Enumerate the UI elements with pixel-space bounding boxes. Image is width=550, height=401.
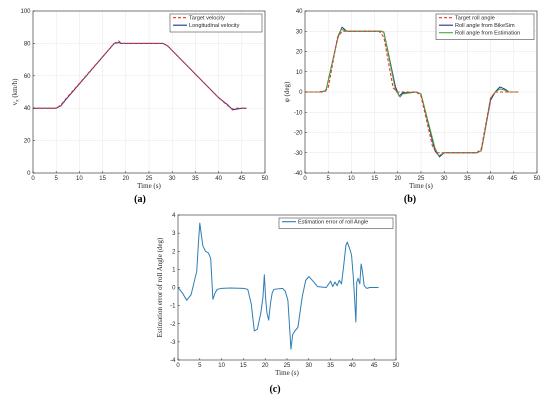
x-tick-label: 25 — [146, 176, 153, 182]
x-axis-label: Time (s) — [409, 182, 433, 190]
x-tick-label: 45 — [510, 176, 517, 182]
figure-caption: (a) — [134, 194, 146, 205]
figure-caption: (c) — [269, 384, 280, 395]
y-axis-label: Estimation error of roll Angle (deg) — [156, 237, 164, 337]
legend-label: Estimation error of roll Angle — [298, 220, 368, 226]
x-tick-label: 10 — [348, 176, 355, 182]
x-tick-label: 15 — [371, 176, 378, 182]
y-axis-label: φ (deg) — [283, 81, 291, 102]
x-tick-label: 30 — [169, 176, 176, 182]
x-tick-label: 30 — [441, 176, 448, 182]
plot-area — [178, 215, 396, 360]
x-tick-label: 25 — [418, 176, 425, 182]
legend-box — [278, 217, 394, 229]
y-tick-label: 0 — [172, 286, 176, 292]
chart-0: 0 5 10 15 20 25 30 35 40 45 50 0 20 40 60 80 100 Time (s)… — [11, 9, 269, 205]
x-tick-label: 0 — [176, 363, 180, 369]
x-tick-label: 40 — [349, 363, 356, 369]
y-tick-label: 40 — [296, 9, 303, 15]
x-tick-label: 10 — [76, 176, 83, 182]
y-tick-label: -1 — [170, 304, 176, 310]
y-tick-label: -30 — [294, 151, 303, 157]
y-tick-label: 2 — [172, 249, 176, 255]
x-tick-label: 0 — [31, 176, 35, 182]
legend-box — [435, 13, 535, 40]
y-tick-label: 100 — [20, 9, 31, 15]
y-tick-label: 0 — [299, 90, 303, 96]
x-tick-label: 40 — [215, 176, 222, 182]
x-axis-label: Time (s) — [275, 369, 299, 377]
x-tick-label: 30 — [305, 363, 312, 369]
series-line-0 — [33, 40, 247, 110]
y-tick-label: 1 — [172, 267, 176, 273]
y-tick-label: -10 — [294, 110, 303, 116]
x-tick-label: 5 — [55, 176, 59, 182]
x-tick-label: 25 — [284, 363, 291, 369]
legend-label: Target roll angle — [455, 16, 495, 22]
x-tick-label: 40 — [487, 176, 494, 182]
y-tick-label: 20 — [296, 50, 303, 56]
x-tick-label: 15 — [99, 176, 106, 182]
legend-box — [169, 13, 263, 33]
chart-1: 0 5 10 15 20 25 30 35 40 45 50 -40 -30 -20 -10 0 10 20 30 4… — [283, 9, 541, 205]
x-tick-label: 50 — [262, 176, 269, 182]
x-tick-label: 35 — [464, 176, 471, 182]
y-tick-label: 80 — [24, 41, 31, 47]
legend: Estimation error of roll Angle — [278, 217, 394, 229]
series-line-0 — [305, 30, 519, 154]
y-tick-label: 40 — [24, 106, 31, 112]
x-tick-label: 50 — [393, 363, 400, 369]
y-tick-label: 60 — [24, 74, 31, 80]
x-tick-label: 50 — [534, 176, 541, 182]
x-tick-label: 5 — [198, 363, 202, 369]
y-tick-label: 3 — [172, 231, 176, 237]
chart-2: 0 5 10 15 20 25 30 35 40 45 50 -4 -3 -2 -1 0 1 2 3 4 Time (s… — [156, 213, 400, 395]
x-tick-label: 45 — [238, 176, 245, 182]
y-tick-label: 30 — [296, 29, 303, 35]
y-tick-label: 20 — [24, 139, 31, 145]
y-axis-label: vx (km/h) — [11, 78, 21, 105]
y-tick-label: -4 — [170, 358, 176, 364]
x-tick-label: 20 — [122, 176, 129, 182]
x-tick-label: 35 — [327, 363, 334, 369]
y-tick-label: 4 — [172, 213, 176, 219]
x-tick-label: 20 — [262, 363, 269, 369]
y-tick-label: -3 — [170, 340, 176, 346]
legend-label: Target velocity — [189, 16, 225, 22]
x-tick-label: 0 — [303, 176, 307, 182]
x-tick-label: 15 — [240, 363, 247, 369]
figure-caption: (b) — [404, 194, 416, 205]
legend-label: Roll angle from BikeSim — [455, 23, 515, 29]
y-tick-label: -20 — [294, 131, 303, 137]
x-tick-label: 45 — [371, 363, 378, 369]
x-axis-label: Time (s) — [137, 182, 161, 190]
y-tick-label: -40 — [294, 171, 303, 177]
y-tick-label: 10 — [296, 70, 303, 76]
legend-label: Roll angle from Estimation — [455, 31, 520, 37]
y-tick-label: -2 — [170, 322, 176, 328]
x-tick-label: 35 — [192, 176, 199, 182]
y-tick-label: 0 — [27, 171, 31, 177]
series-line-0 — [178, 222, 379, 350]
x-tick-label: 20 — [394, 176, 401, 182]
x-tick-label: 5 — [327, 176, 331, 182]
x-tick-label: 10 — [218, 363, 225, 369]
legend-label: Longitudinal velocity — [189, 23, 240, 29]
